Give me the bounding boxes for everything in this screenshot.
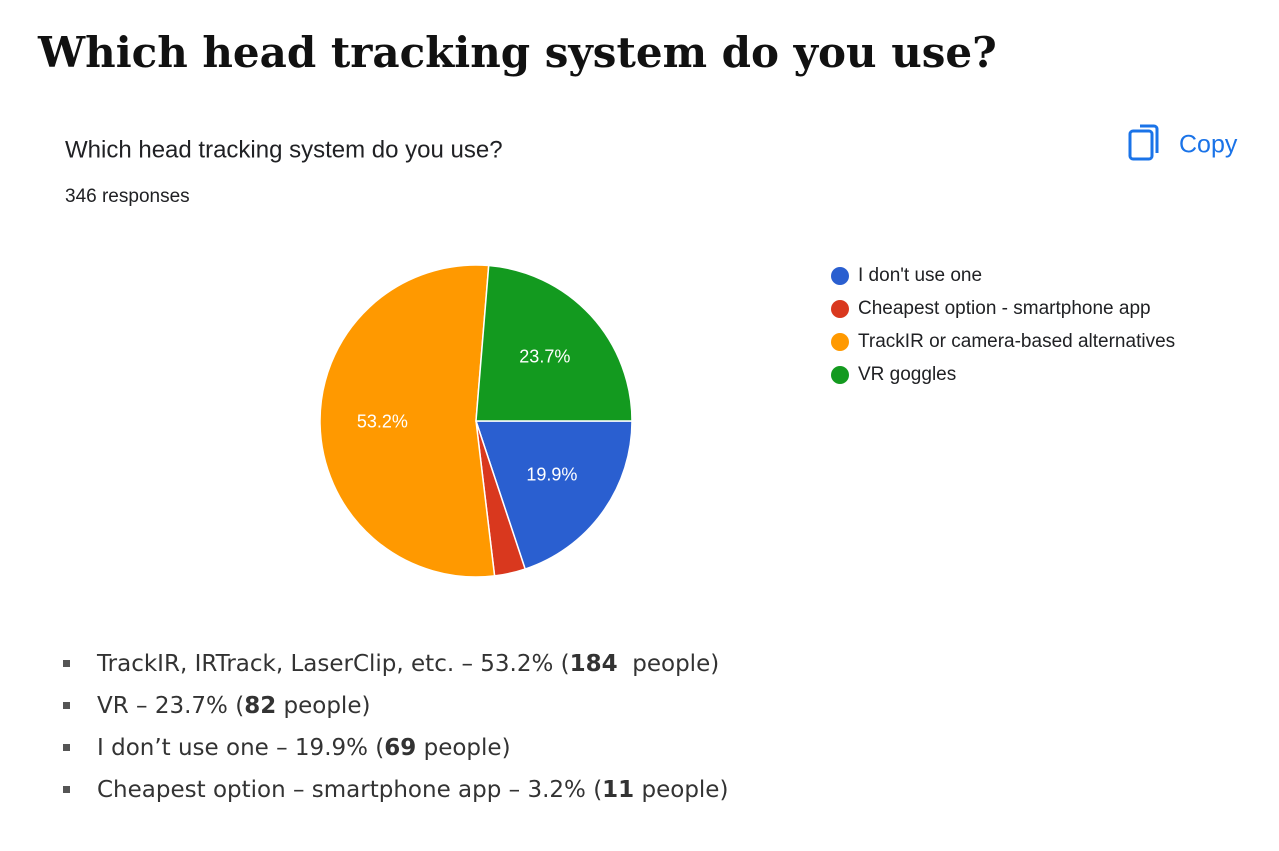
chart-title: Which head tracking system do you use?: [65, 136, 503, 163]
list-count: 69: [384, 735, 416, 761]
slice-label: 53.2%: [357, 412, 408, 432]
legend-marker: [831, 267, 849, 285]
copy-icon: [1128, 129, 1154, 161]
list-after: people): [618, 651, 720, 677]
copy-label[interactable]: Copy: [1179, 131, 1238, 159]
list-after: people): [634, 777, 728, 803]
bullet: [63, 702, 70, 709]
bullet: [63, 744, 70, 751]
pie-slice: [475, 264, 633, 422]
legend-label: TrackIR or camera-based alternatives: [858, 331, 1175, 352]
list-item: I don’t use one – 19.9% (69 people): [97, 735, 511, 761]
heading: Which head tracking system do you use?: [37, 28, 997, 77]
list-before: TrackIR, IRTrack, LaserClip, etc. – 53.2…: [96, 651, 570, 677]
summary-list: TrackIR, IRTrack, LaserClip, etc. – 53.2…: [63, 651, 728, 803]
list-after: people): [416, 735, 510, 761]
legend-label: I don't use one: [858, 265, 982, 286]
list-before: Cheapest option – smartphone app – 3.2% …: [97, 777, 602, 803]
list-before: I don’t use one – 19.9% (: [97, 735, 384, 761]
legend-label: Cheapest option - smartphone app: [858, 298, 1151, 319]
slice-label: 23.7%: [519, 346, 570, 366]
legend-marker: [831, 300, 849, 318]
list-before: VR – 23.7% (: [97, 693, 244, 719]
list-item: Cheapest option – smartphone app – 3.2% …: [97, 777, 728, 803]
pie-slice: [319, 264, 496, 578]
bullet: [63, 660, 70, 667]
response-count: 346 responses: [65, 186, 190, 207]
list-count: 11: [602, 777, 634, 803]
legend-marker: [831, 333, 849, 351]
list-item: TrackIR, IRTrack, LaserClip, etc. – 53.2…: [96, 651, 719, 677]
legend-label: VR goggles: [858, 364, 956, 385]
bullet: [63, 786, 70, 793]
slice-label: 19.9%: [526, 465, 577, 485]
list-count: 82: [244, 693, 276, 719]
legend: I don't use one Cheapest option - smartph…: [831, 265, 1175, 385]
legend-marker: [831, 366, 849, 384]
pie-slice: [474, 420, 633, 571]
copy-button[interactable]: Copy: [1128, 124, 1238, 161]
copy-icon: [1140, 124, 1159, 153]
list-after: people): [276, 693, 370, 719]
pie: 19.9% 53.2% 23.7%: [319, 264, 633, 578]
list-item: VR – 23.7% (82 people): [97, 693, 370, 719]
list-count: 184: [570, 651, 618, 677]
